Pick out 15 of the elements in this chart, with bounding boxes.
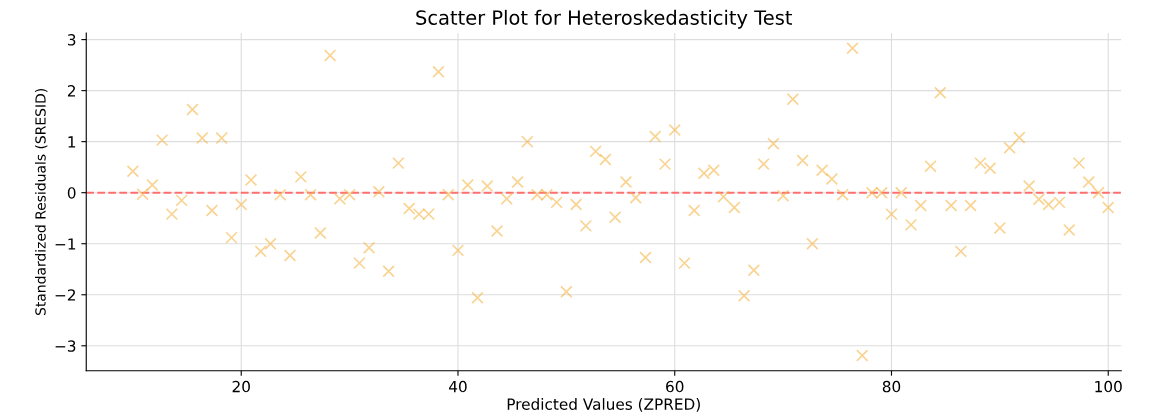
y-tick-label: −2	[55, 289, 75, 301]
y-tick-label: 1	[68, 136, 76, 148]
x-tick-label: 40	[449, 380, 467, 393]
y-tick-label: −3	[55, 340, 76, 352]
y-tick-label: 0	[67, 187, 76, 199]
x-tick-label: 20	[232, 380, 250, 393]
x-tick-label: 100	[1095, 380, 1122, 393]
y-axis-title: Standardized Residuals (SRESID)	[35, 89, 48, 316]
y-tick-label: 2	[67, 85, 75, 97]
x-axis-title: Predicted Values (ZPRED)	[507, 398, 700, 412]
chart-title: Scatter Plot for Heteroskedasticity Test	[416, 9, 793, 29]
y-tick-label: −1	[55, 238, 76, 250]
x-tick-label: 80	[882, 380, 901, 393]
x-tick-label: 60	[666, 380, 684, 393]
y-tick-label: 3	[67, 34, 76, 46]
